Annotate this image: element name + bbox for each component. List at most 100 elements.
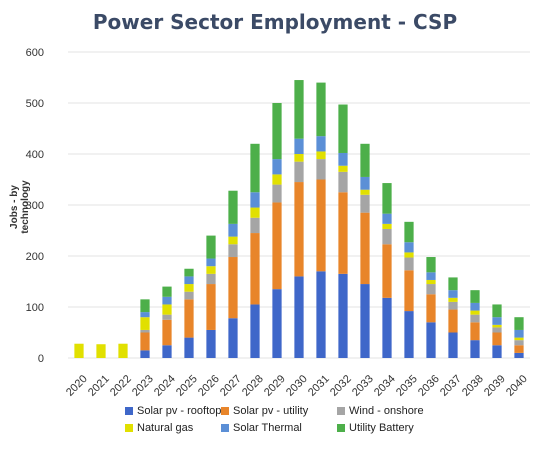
- legend-label: Natural gas: [137, 421, 194, 434]
- x-tick-label: 2031: [306, 373, 332, 399]
- bar-segment: [118, 343, 128, 358]
- bar-segment: [228, 223, 238, 237]
- bar-segment: [360, 189, 370, 195]
- bar-segment: [228, 257, 238, 319]
- bar-segment: [162, 304, 172, 315]
- legend-label: Wind - onshore: [349, 404, 424, 417]
- bar-segment: [448, 277, 458, 291]
- x-tick-label: 2038: [460, 373, 486, 399]
- x-tick-label: 2025: [174, 373, 200, 399]
- bar-segment: [360, 284, 370, 358]
- x-tick-label: 2021: [86, 373, 112, 399]
- bar-segment: [294, 161, 304, 183]
- plot-area: 0100200300400500600202020212022202320242…: [26, 47, 530, 399]
- bar-segment: [250, 143, 260, 193]
- bar-segment: [316, 136, 326, 152]
- bar-segment: [184, 337, 194, 358]
- legend: Solar pv - rooftop Solar pv - utility Wi…: [125, 402, 445, 436]
- bar-segment: [492, 324, 502, 328]
- legend-swatch: [125, 406, 133, 415]
- legend-item-solar-pv-rooftop: Solar pv - rooftop: [125, 405, 221, 417]
- bar-segment: [514, 340, 524, 346]
- bar-segment: [360, 194, 370, 213]
- bar-segment: [294, 80, 304, 139]
- bar-segment: [206, 235, 216, 259]
- x-tick-label: 2030: [284, 373, 310, 399]
- bar-segment: [140, 299, 150, 313]
- bar-segment: [514, 317, 524, 330]
- x-tick-label: 2029: [262, 373, 288, 399]
- x-tick-label: 2040: [504, 373, 530, 399]
- x-tick-label: 2033: [350, 373, 376, 399]
- bar-segment: [184, 291, 194, 300]
- x-tick-label: 2035: [394, 373, 420, 399]
- legend-swatch: [337, 423, 345, 432]
- bar-segment: [294, 276, 304, 358]
- bar-segment: [294, 138, 304, 154]
- bar-segment: [404, 311, 414, 358]
- bar-segment: [448, 290, 458, 298]
- bar-segment: [228, 244, 238, 258]
- bar-segment: [140, 350, 150, 358]
- chart-title: Power Sector Employment - CSP: [92, 10, 458, 34]
- legend-row: Solar pv - rooftop Solar pv - utility Wi…: [125, 402, 445, 419]
- x-tick-label: 2020: [64, 373, 90, 399]
- legend-swatch: [221, 406, 229, 415]
- bar-segment: [492, 317, 502, 325]
- legend-label: Solar pv - utility: [233, 404, 309, 417]
- bar-segment: [514, 337, 524, 341]
- bar-segment: [426, 294, 436, 323]
- x-tick-label: 2027: [218, 373, 244, 399]
- bar-segment: [404, 242, 414, 253]
- legend-swatch: [337, 406, 345, 415]
- bar-segment: [470, 290, 480, 303]
- y-tick-label: 0: [38, 353, 44, 365]
- bar-segment: [272, 202, 282, 290]
- bar-segment: [404, 252, 414, 258]
- bar-segment: [316, 179, 326, 272]
- bar-segment: [184, 299, 194, 338]
- bar-segment: [426, 257, 436, 273]
- bar-segment: [360, 176, 370, 190]
- bar-segment: [382, 223, 392, 229]
- bar-segment: [470, 340, 480, 358]
- bar-segment: [294, 154, 304, 162]
- bar-segment: [404, 257, 414, 271]
- x-tick-label: 2039: [482, 373, 508, 399]
- bar-segment: [470, 310, 480, 315]
- x-tick-label: 2037: [438, 373, 464, 399]
- bar-segment: [448, 332, 458, 358]
- bar-segment: [470, 314, 480, 323]
- x-tick-label: 2036: [416, 373, 442, 399]
- x-tick-label: 2032: [328, 373, 354, 399]
- bar-segment: [514, 345, 524, 353]
- bar-segment: [250, 304, 260, 358]
- x-tick-label: 2026: [196, 373, 222, 399]
- bar-segment: [470, 302, 480, 311]
- legend-swatch: [125, 423, 133, 432]
- legend-item-wind-onshore: Wind - onshore: [337, 405, 433, 417]
- bar-segment: [140, 329, 150, 333]
- bar-segment: [338, 165, 348, 172]
- bar-segment: [250, 207, 260, 218]
- y-tick-label: 300: [26, 200, 44, 212]
- bar-segment: [426, 272, 436, 280]
- bar-segment: [206, 266, 216, 274]
- bar-segment: [228, 190, 238, 224]
- x-tick-label: 2024: [152, 373, 178, 399]
- bar-segment: [96, 344, 106, 358]
- bar-segment: [206, 284, 216, 330]
- x-tick-label: 2022: [108, 373, 134, 399]
- bar-segment: [228, 236, 238, 245]
- bar-segment: [140, 332, 150, 351]
- bar-segment: [360, 212, 370, 285]
- bar-segment: [338, 152, 348, 166]
- legend-row: Natural gas Solar Thermal Utility Batter…: [125, 419, 445, 436]
- bar-segment: [250, 192, 260, 208]
- bar-segment: [514, 352, 524, 358]
- bar-segment: [228, 318, 238, 358]
- bar-segment: [360, 143, 370, 177]
- x-tick-label: 2028: [240, 373, 266, 399]
- bar-segment: [404, 270, 414, 312]
